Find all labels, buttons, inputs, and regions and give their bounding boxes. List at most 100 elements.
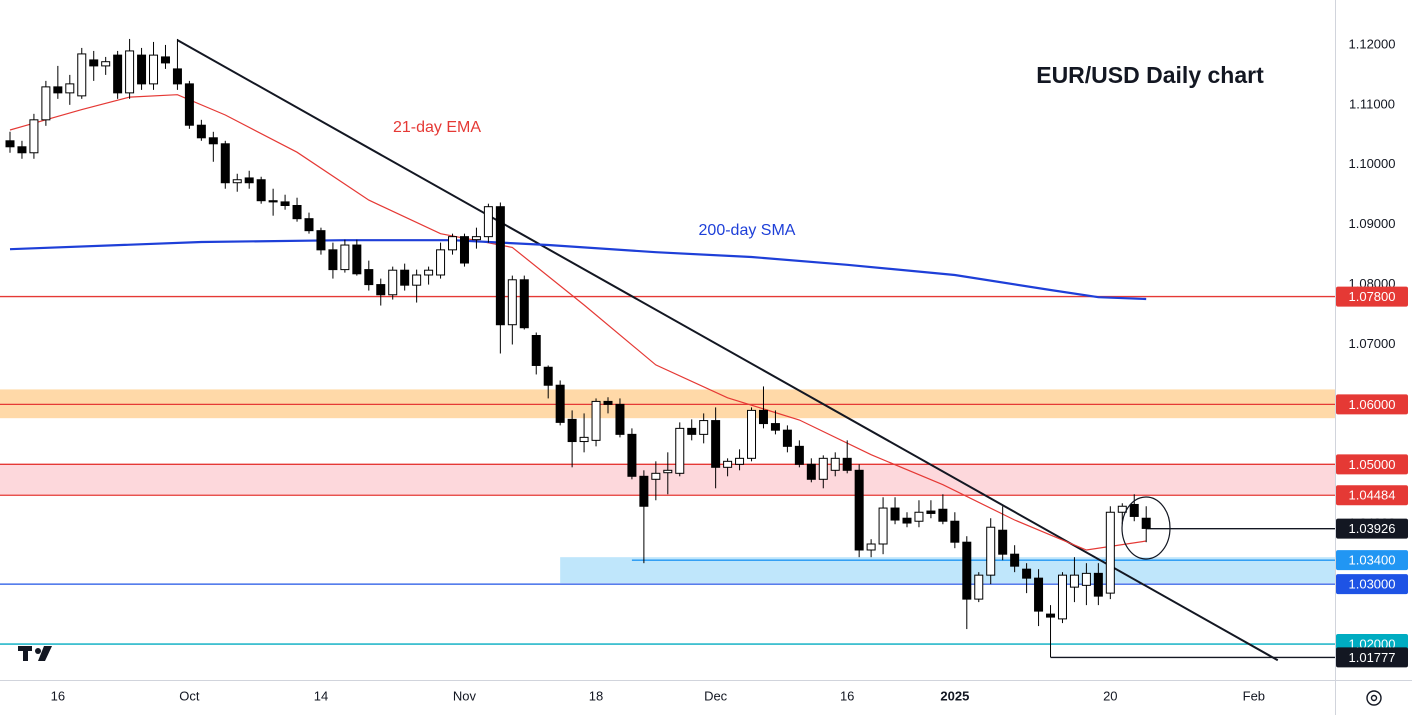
x-tick-label: 14 — [314, 688, 328, 703]
ema-label: 21-day EMA — [393, 119, 481, 136]
level-label: 1.04484 — [1349, 488, 1396, 503]
candle-body — [914, 511, 924, 522]
candle-body — [436, 249, 446, 276]
candle-body — [340, 244, 350, 271]
candle-body — [950, 520, 960, 543]
candle-body — [986, 526, 996, 576]
candle-body — [113, 54, 123, 94]
x-tick-label: Oct — [179, 688, 200, 703]
candle-body — [591, 400, 601, 441]
candle-body — [316, 230, 326, 251]
candle-body — [1046, 613, 1056, 618]
candle-body — [160, 56, 170, 64]
candle-body — [184, 83, 194, 126]
candle-body — [902, 517, 912, 524]
candle-body — [711, 420, 721, 468]
x-tick-label: Feb — [1243, 688, 1265, 703]
level-label-bg — [1336, 518, 1408, 539]
candle-body — [495, 206, 505, 326]
level-label-bg — [1336, 485, 1408, 506]
candle-body — [854, 469, 864, 551]
candle-body — [507, 279, 517, 326]
candle-body — [1034, 577, 1044, 612]
candle-body — [89, 59, 99, 67]
candle-body — [1081, 572, 1091, 586]
candle-body — [364, 269, 374, 286]
candle-body — [172, 68, 182, 85]
candle-body — [388, 269, 398, 296]
candle-body — [663, 469, 673, 474]
candle-body — [687, 427, 697, 435]
candle-body — [806, 463, 816, 480]
candle-body — [770, 423, 780, 431]
ma-line — [9, 94, 1147, 551]
candle-body — [866, 543, 876, 551]
candle-body — [77, 53, 87, 97]
candle-body — [292, 204, 302, 220]
candle-body — [232, 179, 242, 184]
level-label: 1.03000 — [1349, 577, 1396, 592]
level-label: 1.01777 — [1349, 650, 1396, 665]
candle-body — [794, 445, 804, 465]
x-tick-label: 16 — [840, 688, 854, 703]
x-tick-label: Nov — [453, 688, 477, 703]
candle-body — [998, 529, 1008, 555]
x-tick-label: 20 — [1103, 688, 1117, 703]
candle-body — [603, 400, 613, 405]
candle-body — [244, 177, 254, 184]
candle-body — [29, 119, 39, 154]
candle-body — [17, 146, 27, 154]
candle-body — [974, 574, 984, 600]
candle-body — [842, 457, 852, 471]
candle-body — [639, 475, 649, 507]
candle-body — [448, 236, 458, 251]
candle-body — [1022, 568, 1032, 579]
candle-body — [41, 86, 51, 121]
candle-body — [615, 403, 625, 435]
level-label: 1.05000 — [1349, 457, 1396, 472]
candle-body — [424, 269, 434, 276]
candle-body — [328, 249, 338, 271]
candle-body — [723, 460, 733, 468]
candle-body — [567, 418, 577, 443]
candle-body — [1057, 574, 1067, 620]
candle-body — [125, 50, 135, 94]
candle-body — [1093, 572, 1103, 597]
y-tick-label: 1.11000 — [1349, 96, 1395, 111]
candle-body — [256, 179, 266, 202]
candle-body — [1141, 517, 1151, 529]
candle-body — [483, 206, 493, 238]
x-tick-label: 2025 — [940, 688, 969, 703]
y-tick-label: 1.07000 — [1349, 336, 1396, 351]
candle-body — [459, 236, 469, 264]
candle-body — [1129, 503, 1139, 517]
zone — [560, 557, 1335, 583]
candle-body — [65, 83, 75, 94]
y-tick-label: 1.09000 — [1349, 216, 1396, 231]
x-tick-label: 18 — [589, 688, 603, 703]
level-label-bg — [1336, 574, 1408, 595]
candle-body — [1069, 574, 1079, 588]
settings-icon[interactable] — [1366, 690, 1382, 706]
candle-body — [1010, 553, 1020, 567]
x-tick-label: 16 — [51, 688, 65, 703]
candle-body — [412, 274, 422, 286]
candle-body — [304, 218, 314, 232]
candle-body — [830, 457, 840, 471]
candle-body — [280, 201, 290, 206]
level-label: 1.03400 — [1349, 553, 1396, 568]
candle-body — [675, 427, 685, 474]
level-label: 1.06000 — [1349, 397, 1396, 412]
axes: 1.020001.030001.040001.050001.060001.070… — [51, 36, 1408, 703]
candle-body — [268, 200, 278, 203]
candle-body — [101, 61, 111, 67]
level-label: 1.07800 — [1349, 289, 1396, 304]
candle-body — [543, 366, 553, 386]
plot-area — [0, 38, 1335, 662]
candle-body — [1105, 511, 1115, 594]
chart-title: EUR/USD Daily chart — [1036, 62, 1264, 88]
candle-body — [926, 510, 936, 514]
candle-body — [579, 436, 589, 443]
